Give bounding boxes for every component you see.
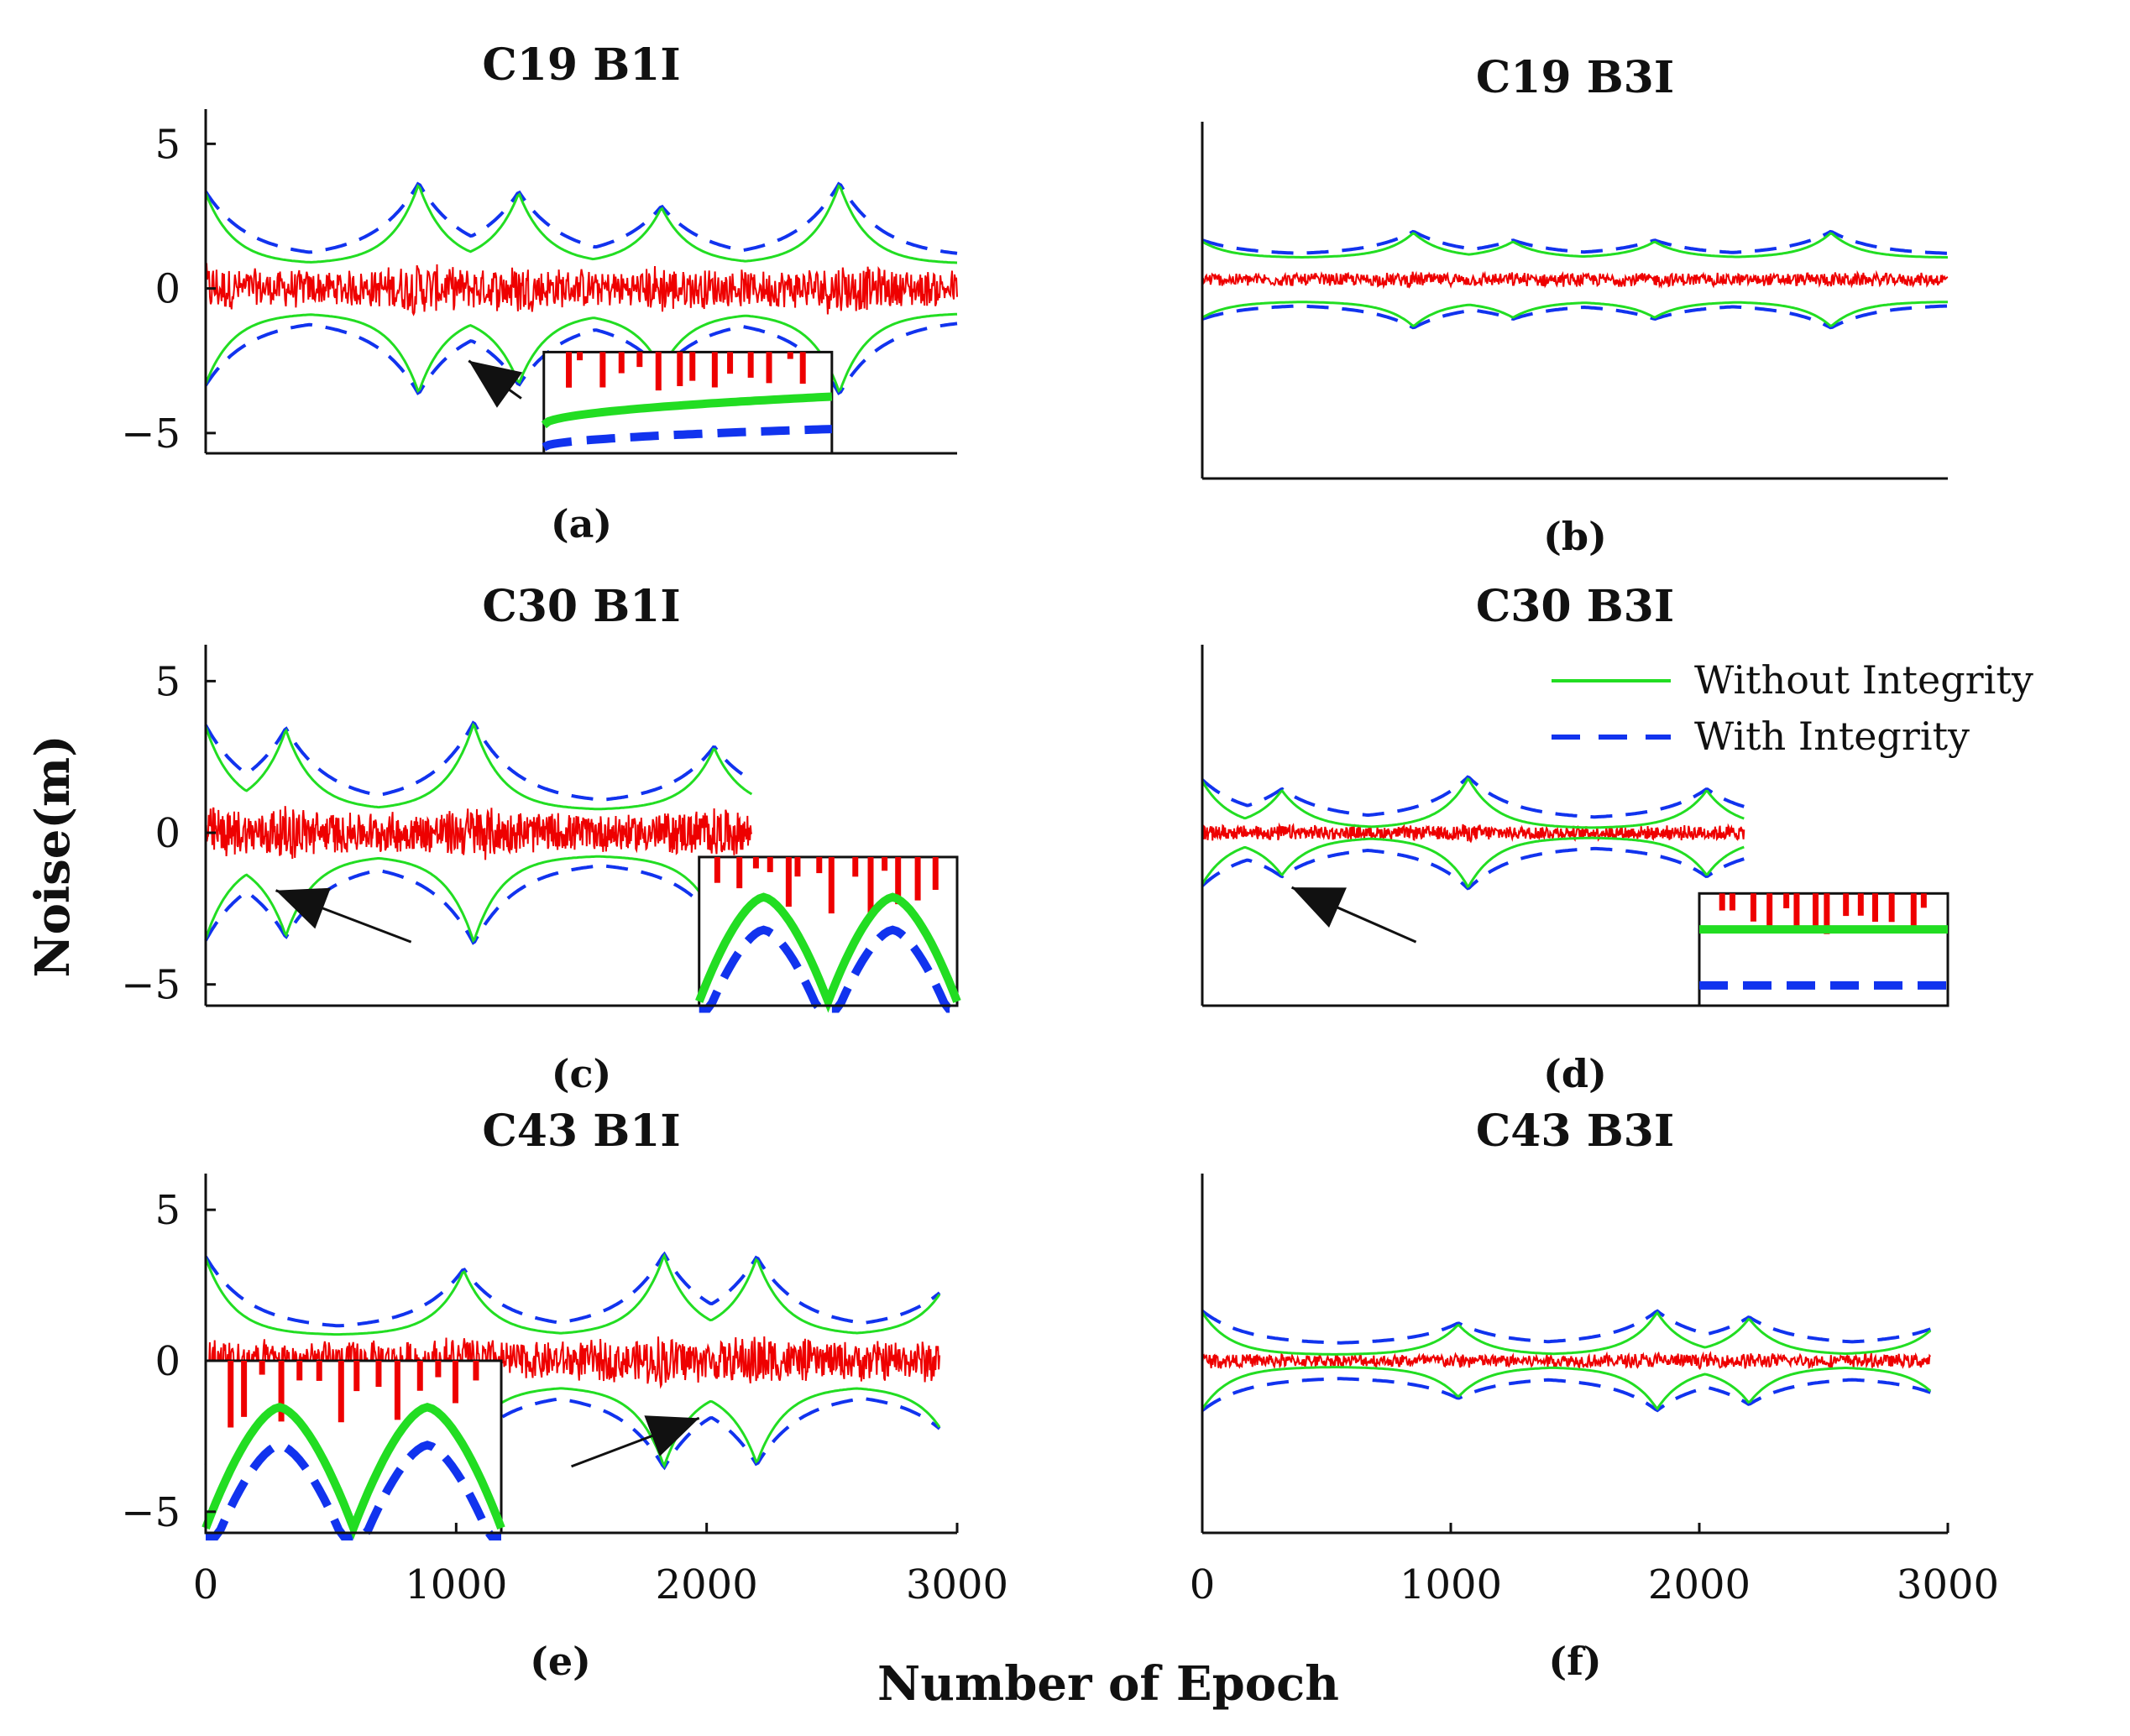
without-integrity-lower-d bbox=[1201, 836, 1745, 889]
panel-f: C43 B3I (f) 0 1000 2000 3000 bbox=[1190, 1106, 1999, 1684]
panel-title-a: C19 B1I bbox=[482, 39, 680, 91]
without-integrity-upper-c bbox=[204, 722, 753, 811]
with-integrity-upper-e bbox=[204, 1251, 941, 1328]
inset-a bbox=[541, 350, 834, 455]
panel-d: C30 B3I (d) bbox=[1201, 581, 1949, 1096]
arrow-a bbox=[468, 359, 523, 408]
arrow-head-c bbox=[275, 887, 331, 929]
y-axis-label: Noise(m) bbox=[25, 735, 81, 977]
with-integrity-upper-d bbox=[1201, 775, 1745, 819]
with-integrity-upper-b bbox=[1201, 229, 1948, 255]
panel-title-e: C43 B1I bbox=[482, 1106, 680, 1157]
panel-title-b: C19 B3I bbox=[1476, 52, 1674, 103]
without-integrity-lower-b bbox=[1201, 301, 1948, 327]
without-integrity-upper-f bbox=[1201, 1310, 1932, 1356]
panel-caption-a: (a) bbox=[551, 501, 612, 546]
x-tick-label-e: 2000 bbox=[656, 1561, 758, 1608]
noise-series-c bbox=[205, 806, 753, 860]
panel-caption-f: (f) bbox=[1548, 1639, 1601, 1684]
with-integrity-upper-c bbox=[204, 720, 753, 802]
without-integrity-upper-a bbox=[204, 184, 958, 264]
legend: Without Integrity With Integrity bbox=[1552, 657, 2033, 759]
arrow-head-a bbox=[468, 360, 523, 408]
legend-label-without-integrity: Without Integrity bbox=[1694, 657, 2033, 703]
noise-series-b bbox=[1201, 269, 1949, 290]
y-tick-label-a: 5 bbox=[154, 121, 181, 168]
inset-frame-d bbox=[1698, 892, 1949, 1007]
y-tick-label-c: −5 bbox=[121, 962, 181, 1009]
without-integrity-upper-d bbox=[1201, 776, 1745, 829]
panel-caption-b: (b) bbox=[1543, 514, 1607, 559]
panel-title-c: C30 B1I bbox=[482, 581, 680, 632]
panel-a: C19 B1I (a) −5 0 5 bbox=[121, 39, 958, 546]
x-axis-label: Number of Epoch bbox=[877, 1656, 1339, 1712]
panel-b: C19 B3I (b) bbox=[1201, 52, 1949, 559]
noise-series-d bbox=[1201, 822, 1745, 844]
y-tick-label-e: 5 bbox=[154, 1187, 181, 1234]
panel-title-d: C30 B3I bbox=[1476, 581, 1674, 632]
arrow-head-e bbox=[644, 1415, 699, 1456]
panel-c: C30 B1I (c) −5 0 5 bbox=[121, 581, 961, 1096]
y-tick-label-c: 0 bbox=[154, 810, 181, 857]
with-integrity-upper-f bbox=[1201, 1309, 1931, 1345]
panel-caption-c: (c) bbox=[552, 1051, 612, 1096]
x-tick-label-f: 0 bbox=[1190, 1561, 1216, 1608]
y-tick-label-c: 5 bbox=[154, 658, 181, 705]
y-tick-label-a: −5 bbox=[121, 410, 181, 458]
arrow-c bbox=[275, 887, 412, 944]
with-integrity-lower-c bbox=[204, 864, 753, 945]
arrow-e bbox=[571, 1415, 700, 1468]
x-tick-label-f: 1000 bbox=[1400, 1561, 1502, 1608]
arrow-head-d bbox=[1291, 887, 1347, 928]
panel-e: C43 B1I (e) −5 0 5 0 1000 2000 3000 bbox=[121, 1106, 1008, 1684]
without-integrity-upper-e bbox=[204, 1252, 941, 1336]
without-integrity-lower-f bbox=[1201, 1366, 1932, 1411]
inset-without-integrity-c bbox=[695, 892, 961, 1013]
inset-e bbox=[201, 1359, 505, 1541]
without-integrity-upper-b bbox=[1201, 232, 1949, 259]
legend-label-with-integrity: With Integrity bbox=[1694, 714, 1970, 759]
x-tick-label-e: 3000 bbox=[906, 1561, 1008, 1608]
with-integrity-lower-f bbox=[1201, 1377, 1931, 1413]
inset-with-integrity-c bbox=[699, 925, 957, 1013]
noise-series-a bbox=[205, 263, 958, 316]
inset-c bbox=[695, 855, 961, 1013]
inset-with-integrity-a bbox=[542, 425, 832, 452]
y-tick-label-e: −5 bbox=[121, 1489, 181, 1536]
panel-title-f: C43 B3I bbox=[1476, 1106, 1674, 1157]
inset-with-integrity-e bbox=[206, 1441, 501, 1541]
with-integrity-lower-d bbox=[1201, 846, 1745, 891]
y-tick-label-a: 0 bbox=[154, 266, 181, 313]
inset-without-integrity-e bbox=[201, 1403, 505, 1540]
x-tick-label-f: 2000 bbox=[1648, 1561, 1751, 1608]
inset-frame-e bbox=[204, 1359, 503, 1535]
y-tick-label-e: 0 bbox=[154, 1338, 181, 1385]
x-tick-label-f: 3000 bbox=[1897, 1561, 1999, 1608]
with-integrity-lower-b bbox=[1201, 304, 1949, 330]
inset-frame-c bbox=[698, 855, 959, 1007]
inset-d bbox=[1698, 892, 1949, 1007]
x-tick-label-e: 0 bbox=[193, 1561, 219, 1608]
with-integrity-upper-a bbox=[204, 181, 958, 255]
panel-caption-d: (d) bbox=[1543, 1051, 1607, 1096]
inset-without-integrity-a bbox=[541, 392, 833, 429]
panel-caption-e: (e) bbox=[530, 1639, 591, 1684]
x-tick-label-e: 1000 bbox=[405, 1561, 507, 1608]
arrow-d bbox=[1290, 886, 1417, 944]
noise-series-f bbox=[1201, 1351, 1932, 1370]
